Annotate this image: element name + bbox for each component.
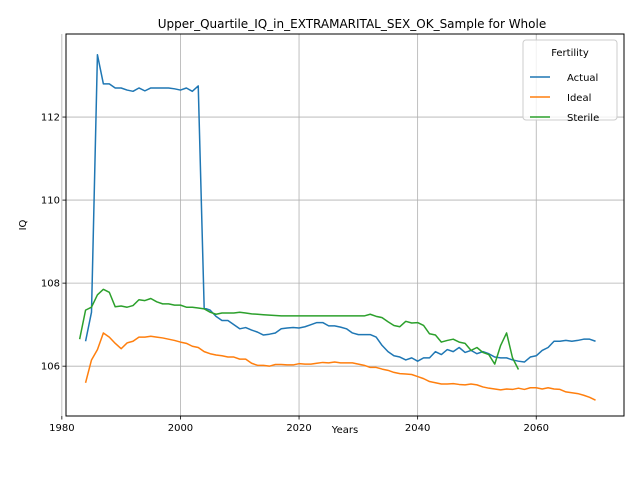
y-tick-label: 106 bbox=[41, 362, 60, 373]
chart-title: Upper_Quartile_IQ_in_EXTRAMARITAL_SEX_OK… bbox=[158, 17, 546, 31]
x-tick-label: 2020 bbox=[286, 423, 311, 434]
y-axis-label: IQ bbox=[18, 219, 29, 230]
y-tick-label: 112 bbox=[41, 113, 60, 124]
axes-frame bbox=[65, 33, 625, 417]
grid-lines bbox=[61, 34, 624, 416]
x-axis-ticks: 1980 2000 2020 2040 2060 bbox=[49, 416, 549, 434]
y-tick-label: 110 bbox=[41, 196, 60, 207]
legend-entries: Actual Ideal Sterile bbox=[530, 73, 599, 124]
series-line-ideal bbox=[84, 332, 596, 401]
legend-label-sterile: Sterile bbox=[567, 113, 599, 124]
y-axis-ticks: 106 108 110 112 bbox=[41, 113, 66, 373]
x-tick-label: 1980 bbox=[49, 423, 74, 434]
legend-title: Fertility bbox=[551, 48, 589, 59]
series-line-actual bbox=[84, 54, 596, 363]
x-tick-label: 2040 bbox=[405, 423, 430, 434]
legend-box bbox=[522, 39, 618, 121]
legend: Fertility Actual Ideal Sterile bbox=[522, 39, 618, 124]
legend-label-ideal: Ideal bbox=[567, 93, 591, 104]
legend-label-actual: Actual bbox=[567, 73, 598, 84]
x-tick-label: 2060 bbox=[524, 423, 549, 434]
x-axis-label: Years bbox=[331, 425, 358, 436]
plot-area bbox=[78, 54, 596, 401]
series-line-sterile bbox=[78, 288, 520, 370]
x-tick-label: 2000 bbox=[168, 423, 193, 434]
y-tick-label: 108 bbox=[41, 279, 60, 290]
